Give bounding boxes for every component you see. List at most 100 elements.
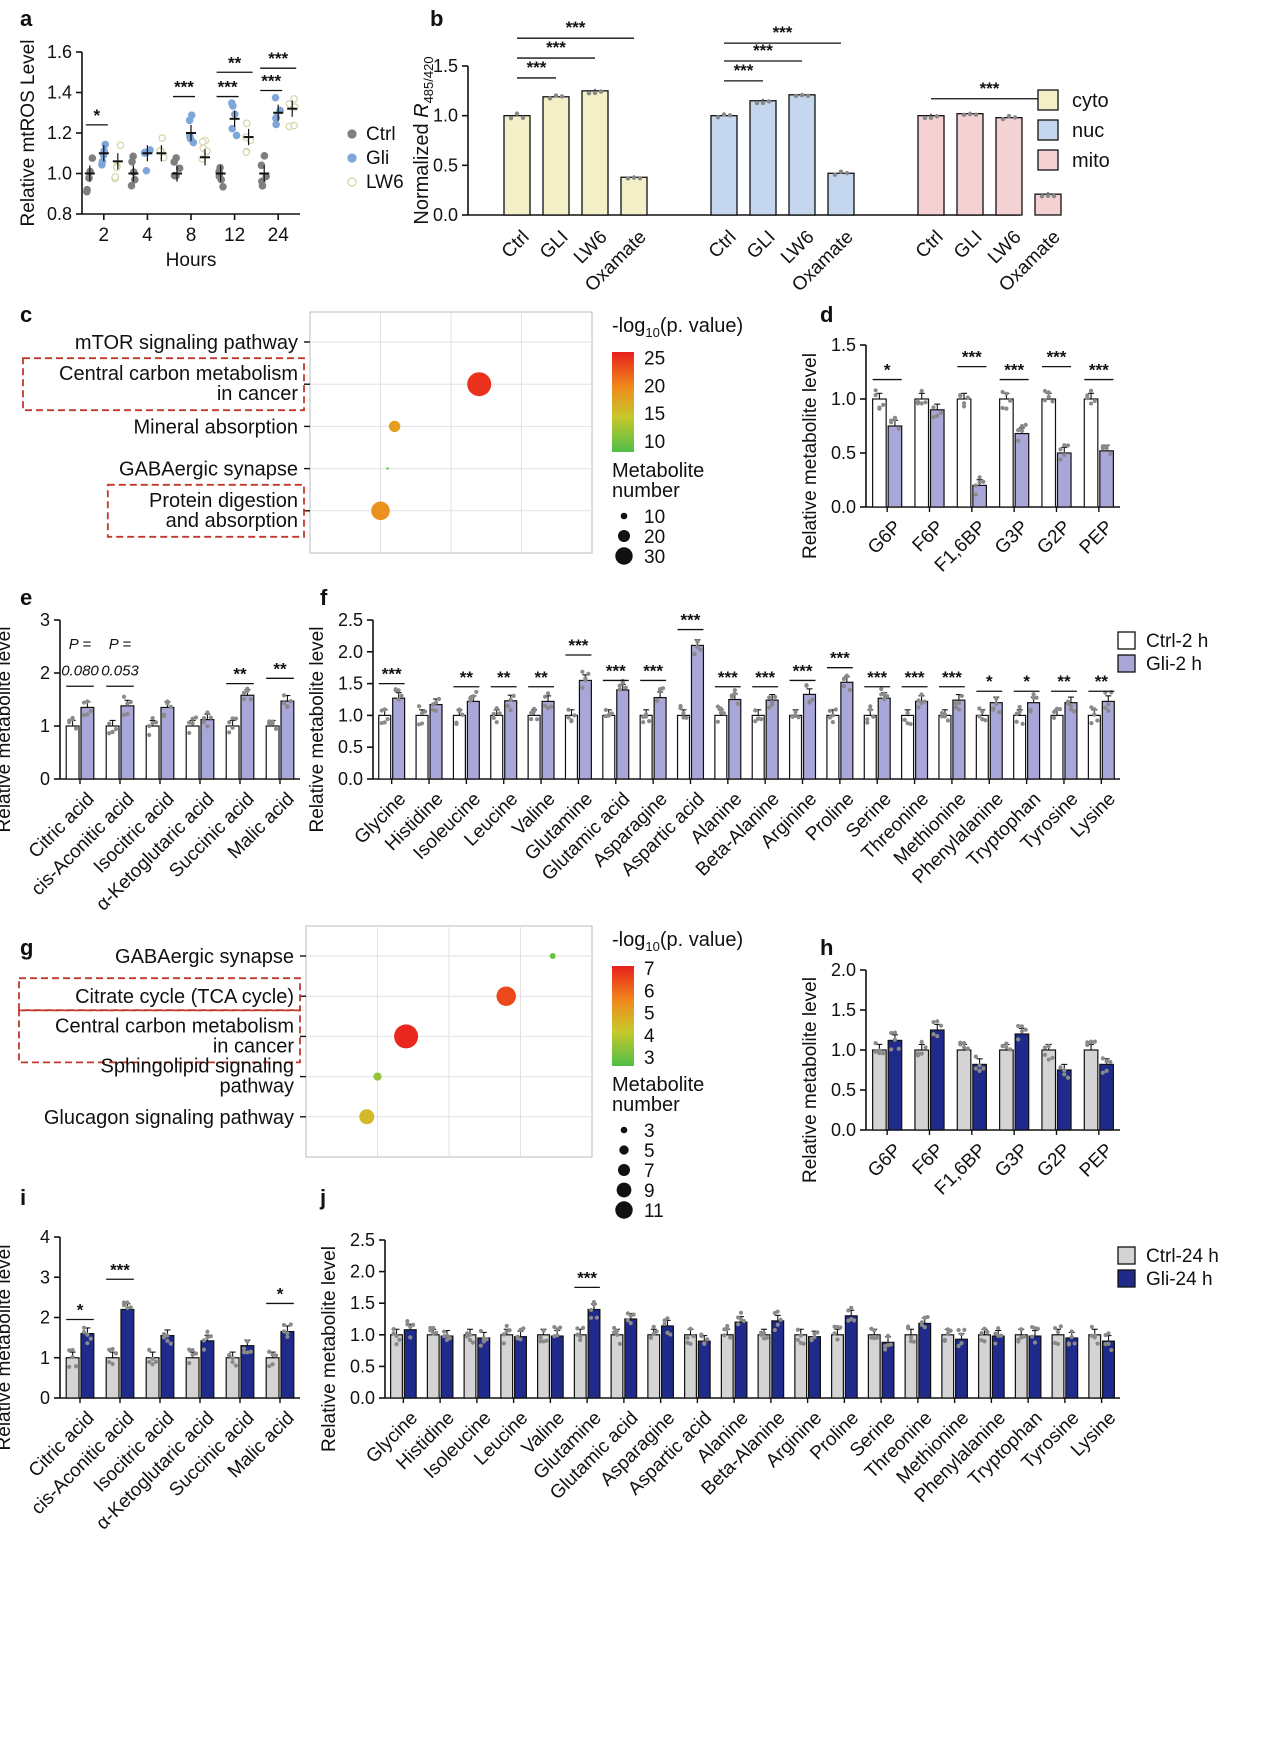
y-tick-label: 1.6 (47, 42, 72, 62)
data-point (1106, 1341, 1111, 1346)
significance-mark: * (1023, 672, 1030, 691)
data-point (431, 1325, 436, 1331)
legend-marker (347, 153, 357, 163)
data-point (799, 93, 805, 98)
data-point (394, 1333, 399, 1339)
data-point (617, 687, 622, 692)
data-point (531, 709, 537, 714)
data-point (1095, 718, 1100, 723)
data-point-ctrl (128, 157, 136, 166)
pathway-label: and absorption (166, 510, 298, 532)
data-point (153, 720, 159, 725)
data-point (1069, 1334, 1074, 1340)
y-tick-label: 2.5 (350, 1230, 375, 1250)
bar-ctrl-24-h (831, 1334, 844, 1399)
data-point (735, 701, 740, 706)
data-point (241, 690, 247, 695)
data-point (70, 1354, 75, 1360)
data-point (107, 731, 112, 736)
bar-gli-24-h (918, 1322, 932, 1399)
data-point (553, 93, 559, 98)
bar-gli (887, 425, 903, 508)
data-point (281, 1322, 287, 1328)
bar-gli-24-h (587, 1308, 601, 1399)
data-point-gli (98, 157, 107, 166)
data-point (471, 694, 476, 699)
data-point (916, 698, 921, 703)
data-point (915, 399, 921, 404)
bar-ctrl-2-h (490, 714, 504, 780)
bubble-gabaergic-synapse (386, 467, 389, 470)
data-point (665, 1316, 670, 1321)
data-point (1019, 1335, 1024, 1340)
data-point (1000, 389, 1005, 395)
bar-gli-2-h (690, 644, 705, 780)
data-point (935, 1034, 940, 1039)
bar-gli-24-h (991, 1335, 1005, 1399)
data-point-lw6 (290, 121, 298, 130)
colorbar-tick-label: 10 (644, 432, 665, 453)
significance-mark: * (93, 106, 100, 125)
data-point (772, 1310, 777, 1316)
bar-gli-2-h (653, 696, 667, 780)
y-axis-label: Relative metabolite level (307, 627, 328, 833)
data-point (938, 1023, 944, 1028)
data-point (832, 1331, 837, 1336)
significance-mark: ** (273, 659, 287, 678)
bar-ctrl (872, 398, 887, 508)
data-point (205, 724, 210, 729)
significance-mark: *** (1004, 361, 1024, 380)
data-point (882, 696, 887, 702)
p-value-number: 0.080 (61, 663, 99, 680)
bar-ctrl-2-h (265, 725, 280, 780)
p-value-number: 0.053 (101, 663, 139, 680)
data-point (508, 708, 513, 713)
data-point (885, 1333, 891, 1338)
data-point (580, 669, 585, 674)
data-point (405, 1322, 410, 1327)
legend-swatch (1117, 1246, 1136, 1265)
data-point (892, 416, 898, 422)
data-point (382, 720, 387, 725)
data-point (147, 732, 152, 738)
data-point (973, 1054, 978, 1059)
panel-f: f 0.0 0.5 1.0 1.5 2.0 2.5 Relative metabolite l… (307, 585, 1208, 888)
significance-mark: *** (980, 79, 1000, 98)
data-point (125, 1305, 130, 1311)
data-point (1062, 1072, 1067, 1077)
panel-letter-j: j (319, 1185, 326, 1210)
data-point (905, 710, 910, 715)
data-point (681, 710, 686, 716)
data-point (959, 1341, 964, 1346)
data-point (805, 93, 811, 99)
data-point-lw6 (242, 119, 251, 128)
x-tick-label: 12 (224, 225, 245, 246)
data-point (1071, 709, 1077, 714)
data-point (919, 401, 924, 406)
y-tick-label: 3 (40, 610, 50, 630)
significance-mark: ** (228, 53, 242, 72)
data-point-ctrl (258, 177, 266, 186)
data-point (999, 1333, 1004, 1338)
data-point (715, 115, 721, 120)
bar-ctrl-2-h (1050, 714, 1064, 780)
data-point (494, 706, 499, 711)
legend-swatch (1117, 631, 1136, 650)
data-point (1008, 1047, 1013, 1052)
significance-mark: *** (527, 58, 547, 77)
data-point (285, 703, 290, 709)
data-point (699, 1332, 704, 1337)
data-point (1085, 393, 1090, 398)
data-point (961, 1045, 967, 1050)
data-point (651, 1324, 656, 1329)
data-point (958, 393, 963, 398)
data-point (1065, 699, 1071, 704)
data-point (736, 1315, 741, 1320)
data-point (430, 707, 436, 713)
data-point (1068, 703, 1074, 709)
data-point-ctrl (172, 154, 180, 162)
data-point (973, 1066, 978, 1071)
significance-mark: ** (460, 668, 474, 687)
significance-mark: *** (382, 665, 402, 684)
data-point (1000, 1044, 1005, 1049)
